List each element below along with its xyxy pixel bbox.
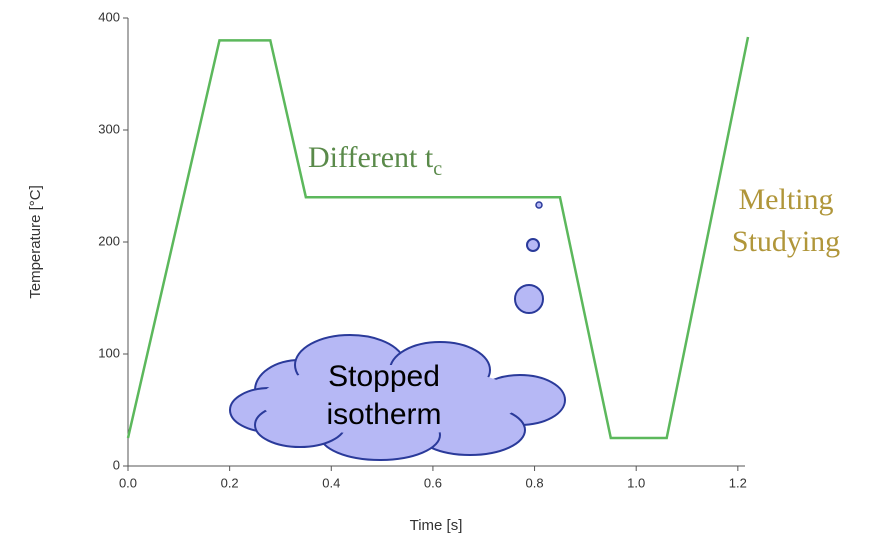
y-tick-label: 100 (98, 345, 120, 360)
y-axis-label: Temperature [°C] (27, 185, 44, 299)
x-tick-label: 1.2 (729, 475, 747, 490)
y-tick-label: 0 (113, 457, 120, 472)
x-tick-label: 0.0 (119, 475, 137, 490)
annotation: Melting (739, 183, 834, 216)
annotation-subscript: c (433, 158, 442, 180)
cloud (229, 334, 566, 461)
y-tick-label: 200 (98, 233, 120, 248)
annotation: Studying (732, 225, 840, 258)
x-tick-label: 0.4 (322, 475, 340, 490)
x-tick-label: 0.8 (526, 475, 544, 490)
y-tick-label: 300 (98, 121, 120, 136)
thought-bubble (514, 284, 544, 314)
series-line (126, 36, 750, 440)
cloud-text: isotherm (326, 398, 441, 431)
thought-bubble (535, 201, 543, 209)
x-tick-label: 0.6 (424, 475, 442, 490)
annotation: Different tc (308, 141, 442, 180)
x-tick-label: 1.0 (627, 475, 645, 490)
x-tick-label: 0.2 (221, 475, 239, 490)
cloud-text: Stopped (328, 360, 440, 393)
thought-bubble (526, 238, 540, 252)
y-tick-label: 400 (98, 9, 120, 24)
x-axis-label: Time [s] (410, 517, 463, 534)
annotation-text: Different t (308, 141, 434, 174)
